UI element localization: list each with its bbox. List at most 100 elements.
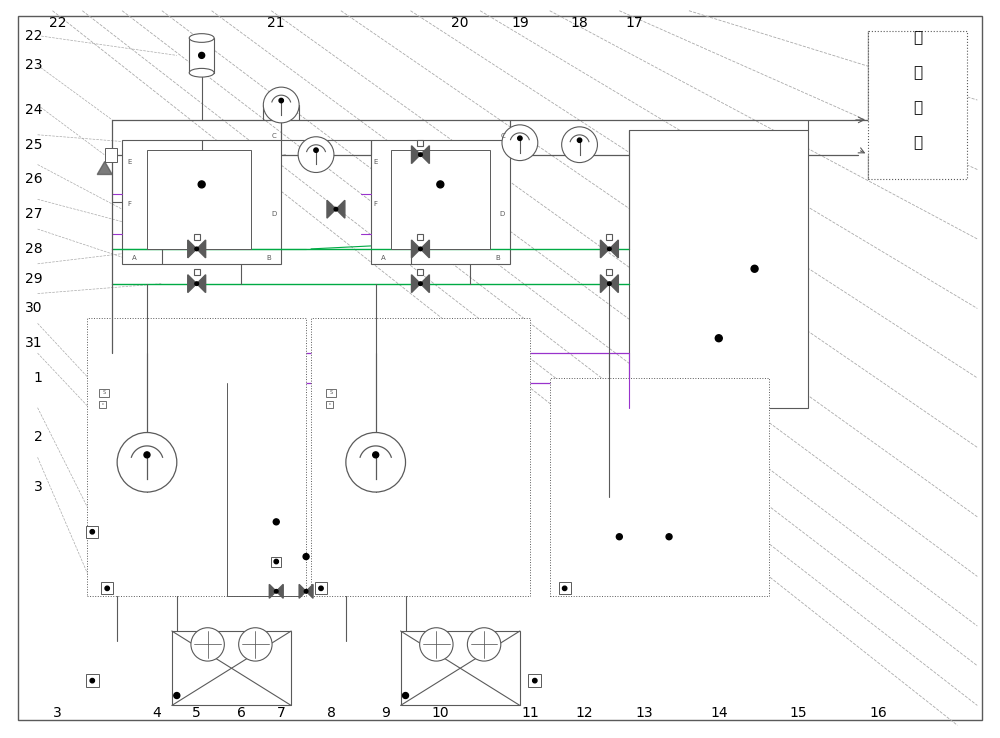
Circle shape: [334, 207, 338, 211]
Ellipse shape: [189, 34, 214, 42]
Polygon shape: [97, 162, 112, 174]
Text: 21: 21: [267, 15, 285, 30]
Text: c: c: [328, 402, 331, 406]
Bar: [99, 401, 106, 407]
Text: 12: 12: [576, 706, 593, 720]
Text: 2: 2: [34, 430, 43, 444]
Text: S: S: [103, 390, 106, 396]
Circle shape: [199, 52, 205, 58]
Polygon shape: [411, 240, 420, 258]
Text: E: E: [127, 159, 131, 165]
Circle shape: [198, 181, 205, 188]
Polygon shape: [336, 200, 345, 218]
Polygon shape: [600, 275, 609, 292]
Text: 6: 6: [237, 706, 246, 720]
Circle shape: [533, 678, 537, 683]
Text: 1: 1: [34, 371, 43, 385]
Bar: [87, 318, 306, 596]
Circle shape: [174, 692, 180, 698]
Text: A: A: [381, 255, 385, 261]
Text: 3: 3: [53, 706, 62, 720]
Circle shape: [239, 628, 272, 661]
Bar: [371, 139, 510, 263]
Text: 30: 30: [25, 301, 43, 315]
Circle shape: [105, 586, 109, 590]
Text: 13: 13: [635, 706, 653, 720]
Text: 4: 4: [153, 706, 161, 720]
Circle shape: [304, 590, 308, 593]
Circle shape: [577, 138, 582, 142]
Circle shape: [90, 678, 94, 683]
Text: C: C: [500, 133, 505, 139]
Text: 8: 8: [327, 706, 335, 720]
Text: 31: 31: [25, 337, 43, 351]
Text: 末: 末: [913, 100, 922, 115]
Circle shape: [715, 335, 722, 342]
Polygon shape: [609, 275, 618, 292]
Polygon shape: [420, 275, 429, 292]
Bar: [147, 150, 251, 249]
Circle shape: [144, 452, 150, 458]
Bar: [559, 582, 571, 594]
Text: 24: 24: [25, 103, 43, 117]
Text: 27: 27: [25, 207, 43, 221]
Text: 19: 19: [511, 15, 529, 30]
Bar: [194, 234, 200, 240]
Text: D: D: [500, 211, 505, 217]
Text: 5: 5: [192, 706, 201, 720]
Circle shape: [608, 282, 611, 286]
Ellipse shape: [189, 69, 214, 77]
Text: 26: 26: [25, 173, 43, 187]
Circle shape: [263, 87, 299, 123]
Circle shape: [195, 282, 198, 286]
Bar: [417, 269, 423, 275]
Polygon shape: [306, 584, 313, 599]
Circle shape: [303, 554, 309, 559]
Text: 7: 7: [277, 706, 286, 720]
Text: 28: 28: [25, 242, 43, 256]
Polygon shape: [411, 275, 420, 292]
Bar: [326, 389, 336, 397]
Circle shape: [195, 247, 198, 251]
Polygon shape: [188, 240, 197, 258]
Text: 20: 20: [451, 15, 469, 30]
Text: 端: 端: [913, 135, 922, 150]
Polygon shape: [197, 275, 206, 292]
Bar: [326, 401, 333, 407]
Circle shape: [419, 247, 422, 251]
Polygon shape: [299, 584, 306, 599]
Text: 23: 23: [25, 58, 43, 72]
Text: 10: 10: [432, 706, 449, 720]
Polygon shape: [420, 240, 429, 258]
Circle shape: [346, 432, 406, 492]
Polygon shape: [411, 145, 420, 164]
Text: 22: 22: [25, 29, 43, 43]
Bar: [86, 525, 98, 538]
Circle shape: [373, 452, 379, 458]
Text: 18: 18: [571, 15, 588, 30]
Circle shape: [751, 265, 758, 272]
Circle shape: [467, 628, 501, 661]
Circle shape: [279, 98, 283, 103]
Text: F: F: [374, 201, 378, 207]
Text: 15: 15: [790, 706, 807, 720]
Circle shape: [314, 148, 318, 152]
Text: 25: 25: [25, 138, 43, 152]
Bar: [315, 582, 327, 594]
Text: c: c: [102, 402, 104, 406]
Polygon shape: [600, 240, 609, 258]
Polygon shape: [609, 240, 618, 258]
Bar: [101, 582, 113, 594]
Text: F: F: [127, 201, 131, 207]
Bar: [86, 675, 99, 687]
Circle shape: [562, 127, 597, 162]
Circle shape: [90, 530, 94, 534]
Polygon shape: [188, 275, 197, 292]
Polygon shape: [420, 145, 429, 164]
Circle shape: [419, 282, 422, 286]
Circle shape: [420, 628, 453, 661]
Text: 29: 29: [25, 272, 43, 286]
Circle shape: [298, 137, 334, 173]
Circle shape: [666, 534, 672, 539]
Bar: [122, 139, 281, 263]
